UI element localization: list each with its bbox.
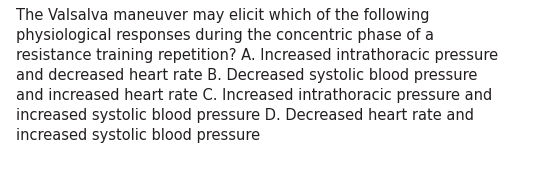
Text: The Valsalva maneuver may elicit which of the following
physiological responses : The Valsalva maneuver may elicit which o… (16, 8, 498, 143)
